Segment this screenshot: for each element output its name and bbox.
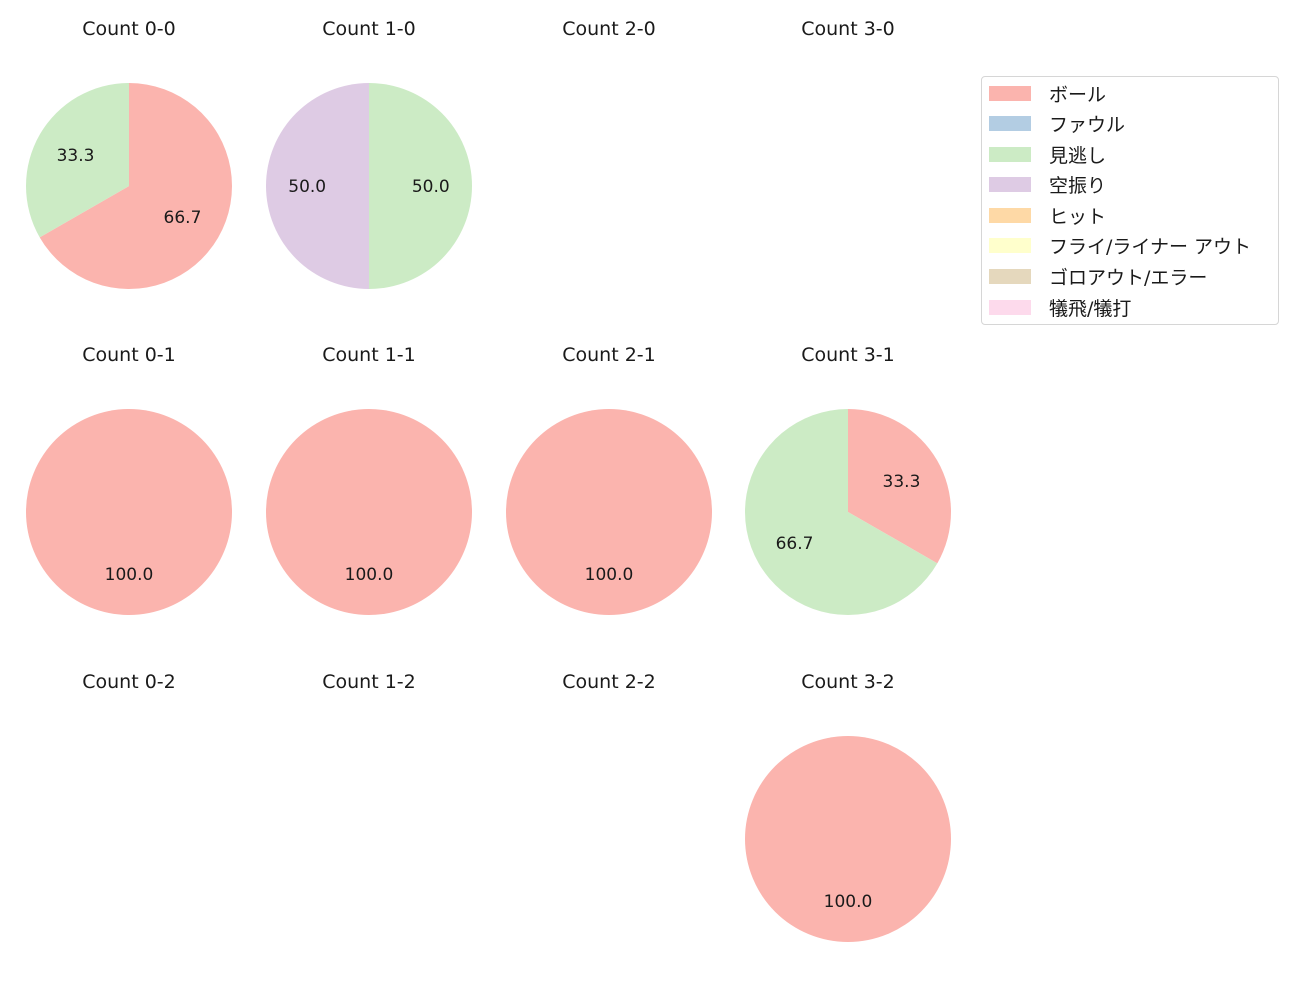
legend-label: ゴロアウト/エラー — [1049, 266, 1208, 289]
slice-percent-label: 100.0 — [105, 565, 154, 585]
pie-subplot: Count 1-1 100.0 — [266, 344, 472, 615]
legend-item: ボール — [989, 78, 1106, 108]
pie-slice — [26, 409, 232, 615]
slice-percent-label: 33.3 — [883, 472, 921, 492]
pie-subplot: Count 2-2 — [562, 671, 656, 693]
slice-percent-label: 100.0 — [824, 892, 873, 912]
legend-label: 空振り — [1049, 174, 1107, 197]
chart-legend: ボール ファウル 見逃し 空振り ヒット フライ/ライナー アウト ゴロアウト/… — [981, 76, 1279, 325]
subplot-title: Count 3-2 — [801, 671, 895, 693]
legend-item: ヒット — [989, 200, 1106, 230]
pie-slice — [369, 83, 472, 289]
legend-label: ファウル — [1049, 113, 1126, 136]
slice-percent-label: 50.0 — [412, 177, 450, 197]
subplot-title: Count 2-1 — [562, 344, 656, 366]
legend-swatch — [989, 207, 1031, 223]
legend-swatch — [989, 176, 1031, 192]
subplot-title: Count 3-1 — [801, 344, 895, 366]
legend-swatch — [989, 115, 1031, 131]
subplot-title: Count 1-0 — [322, 18, 416, 40]
legend-item: フライ/ライナー アウト — [989, 230, 1251, 260]
pie-slice — [266, 409, 472, 615]
slice-percent-label: 66.7 — [164, 208, 202, 228]
pie-subplot: Count 0-1 100.0 — [26, 344, 232, 615]
pie-subplot: Count 2-0 — [562, 18, 656, 40]
pie-slice — [745, 736, 951, 942]
legend-swatch — [989, 299, 1031, 315]
pie-subplot: Count 3-0 — [801, 18, 895, 40]
legend-label: 犠飛/犠打 — [1049, 297, 1132, 320]
legend-item: 見逃し — [989, 139, 1106, 169]
pie-slice — [506, 409, 712, 615]
pie-slice — [25, 83, 129, 238]
slice-percent-label: 50.0 — [288, 177, 326, 197]
pie-subplot: Count 2-1 100.0 — [506, 344, 712, 615]
pie-subplot: Count 3-1 33.3 66.7 — [745, 344, 951, 615]
legend-swatch — [989, 268, 1031, 284]
legend-swatch — [989, 237, 1031, 253]
pie-subplot: Count 1-0 50.0 50.0 — [266, 18, 472, 289]
pie-subplot: Count 0-2 — [82, 671, 176, 693]
subplot-title: Count 0-1 — [82, 344, 176, 366]
legend-swatch — [989, 85, 1031, 101]
subplot-title: Count 1-1 — [322, 344, 416, 366]
legend-item: ファウル — [989, 108, 1125, 138]
pie-subplot: Count 0-0 66.7 33.3 — [25, 18, 233, 289]
legend-label: 見逃し — [1049, 144, 1107, 167]
pie-subplot: Count 1-2 — [322, 671, 416, 693]
legend-item: ゴロアウト/エラー — [989, 261, 1207, 291]
subplot-title: Count 2-2 — [562, 671, 656, 693]
pie-slice — [39, 83, 233, 289]
pie-slice — [266, 83, 369, 289]
slice-percent-label: 33.3 — [57, 146, 95, 166]
subplot-title: Count 2-0 — [562, 18, 656, 40]
pie-slice — [848, 408, 951, 564]
legend-label: ボール — [1049, 83, 1107, 106]
legend-label: フライ/ライナー アウト — [1049, 235, 1252, 258]
subplot-title: Count 0-2 — [82, 671, 176, 693]
subplot-title: Count 1-2 — [322, 671, 416, 693]
legend-label: ヒット — [1049, 205, 1107, 228]
legend-item: 犠飛/犠打 — [989, 292, 1131, 322]
slice-percent-label: 66.7 — [776, 534, 814, 554]
pie-slice — [745, 409, 938, 615]
pie-subplot: Count 3-2 100.0 — [745, 671, 951, 942]
legend-swatch — [989, 146, 1031, 162]
slice-percent-label: 100.0 — [345, 565, 394, 585]
subplot-title: Count 3-0 — [801, 18, 895, 40]
subplot-title: Count 0-0 — [82, 18, 176, 40]
legend-item: 空振り — [989, 169, 1106, 199]
slice-percent-label: 100.0 — [585, 565, 634, 585]
